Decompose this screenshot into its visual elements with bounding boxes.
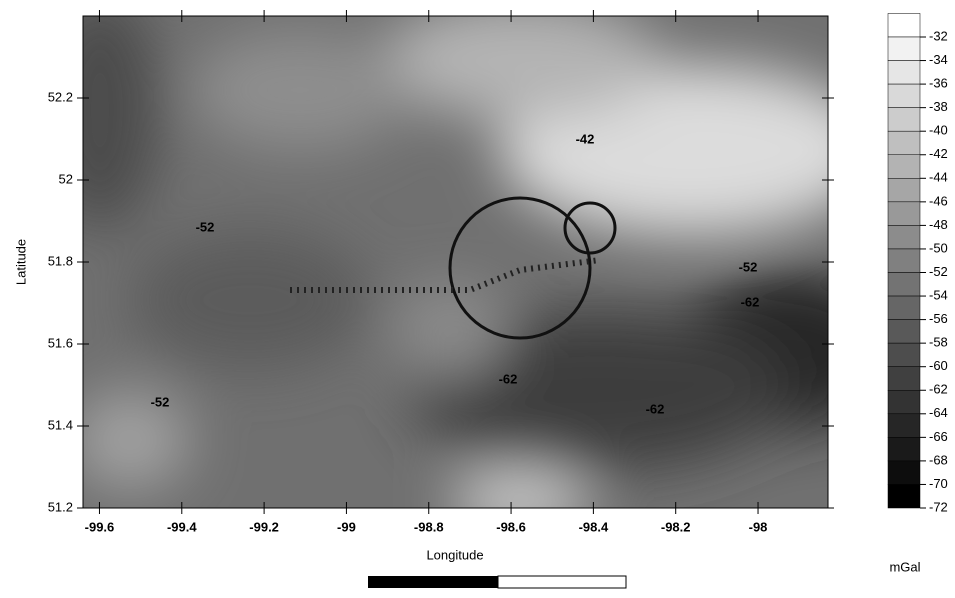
- colorbar-band: [887, 272, 921, 297]
- y-tick-label: 51.2: [48, 499, 73, 514]
- colorbar-label: -36: [929, 76, 948, 91]
- colorbar-label: -56: [929, 311, 948, 326]
- colorbar-label: -64: [929, 405, 948, 420]
- colorbar-band: [887, 107, 921, 132]
- x-tick-label: -98: [749, 519, 768, 534]
- x-tick-label: -99.2: [249, 519, 279, 534]
- scale-bar: [368, 576, 498, 588]
- y-tick-label: 52.2: [48, 89, 73, 104]
- colorbar-band: [887, 342, 921, 367]
- colorbar-band: [887, 460, 921, 485]
- colorbar-label: -46: [929, 193, 948, 208]
- colorbar-band: [887, 60, 921, 85]
- colorbar-band: [887, 295, 921, 320]
- colorbar-band: [887, 437, 921, 462]
- x-tick-label: -99.4: [167, 519, 197, 534]
- contour-label: -52: [196, 219, 215, 234]
- y-tick-label: 51.4: [48, 417, 73, 432]
- contour-label: -52: [151, 394, 170, 409]
- colorbar-label: -58: [929, 335, 948, 350]
- x-axis-label: Longitude: [426, 547, 483, 562]
- colorbar-label: -34: [929, 52, 948, 67]
- scale-bar: [497, 575, 627, 589]
- colorbar-band: [887, 413, 921, 438]
- x-tick-label: -98.4: [579, 519, 609, 534]
- colorbar-label: -40: [929, 123, 948, 138]
- colorbar-label: -72: [929, 499, 948, 514]
- colorbar-label: -66: [929, 429, 948, 444]
- colorbar-band: [887, 13, 921, 38]
- contour-label: -62: [646, 401, 665, 416]
- colorbar-label: -60: [929, 358, 948, 373]
- colorbar-label: -44: [929, 170, 948, 185]
- x-tick-label: -99.6: [85, 519, 115, 534]
- colorbar-band: [887, 319, 921, 344]
- contour-field: [83, 16, 828, 508]
- colorbar-label: -54: [929, 287, 948, 302]
- y-axis-label: Latitude: [13, 239, 28, 285]
- colorbar-label: -70: [929, 476, 948, 491]
- colorbar-label: -68: [929, 452, 948, 467]
- y-tick-label: 52: [59, 171, 73, 186]
- x-tick-label: -98.8: [414, 519, 444, 534]
- colorbar-label: -48: [929, 217, 948, 232]
- colorbar-label: -52: [929, 264, 948, 279]
- colorbar-label: -50: [929, 240, 948, 255]
- colorbar-label: -32: [929, 28, 948, 43]
- colorbar-band: [887, 83, 921, 108]
- x-tick-label: -99: [337, 519, 356, 534]
- contour-label: -52: [739, 259, 758, 274]
- contour-label: -42: [576, 131, 595, 146]
- contour-label: -62: [499, 371, 518, 386]
- colorbar-band: [887, 484, 921, 509]
- x-tick-label: -98.2: [661, 519, 691, 534]
- colorbar-band: [887, 130, 921, 155]
- y-tick-label: 51.8: [48, 253, 73, 268]
- colorbar-band: [887, 248, 921, 273]
- colorbar-band: [887, 36, 921, 61]
- x-tick-label: -98.6: [496, 519, 526, 534]
- colorbar-band: [887, 154, 921, 179]
- colorbar-label: -38: [929, 99, 948, 114]
- colorbar-band: [887, 366, 921, 391]
- colorbar-band: [887, 178, 921, 203]
- contour-label: -62: [741, 294, 760, 309]
- colorbar-label: mGal: [889, 559, 920, 574]
- colorbar-band: [887, 390, 921, 415]
- colorbar-band: [887, 225, 921, 250]
- colorbar-label: -42: [929, 146, 948, 161]
- y-tick-label: 51.6: [48, 335, 73, 350]
- colorbar-band: [887, 201, 921, 226]
- colorbar-label: -62: [929, 382, 948, 397]
